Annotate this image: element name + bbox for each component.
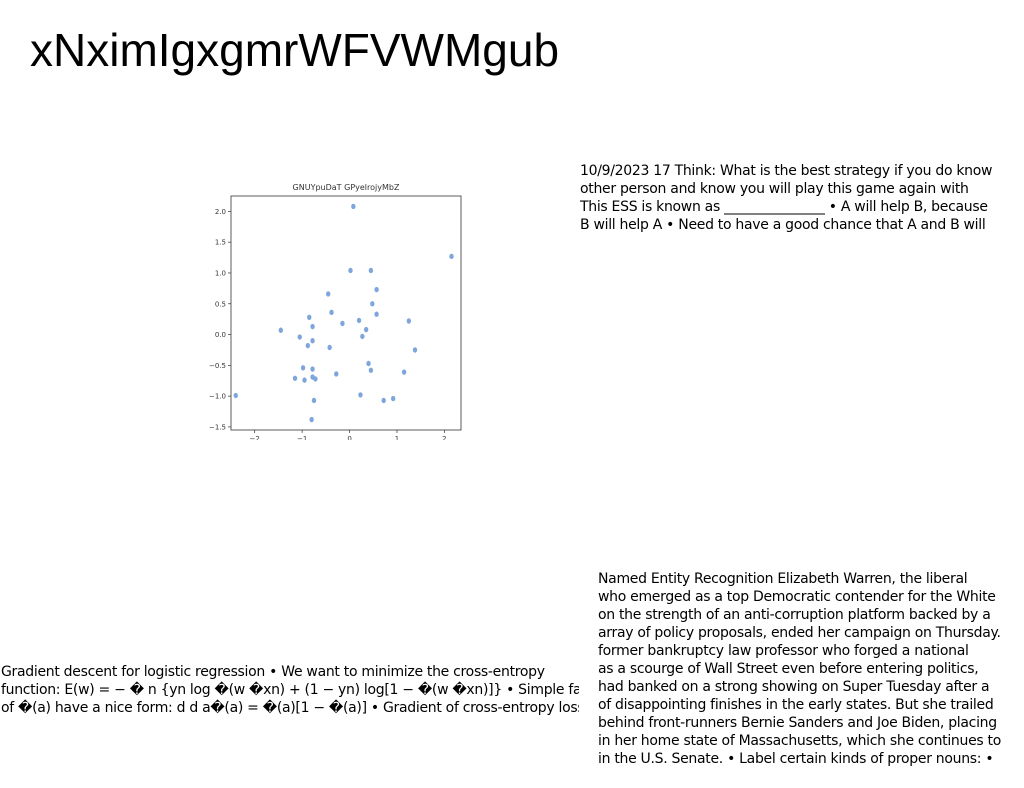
scatter-point (311, 397, 317, 404)
scatter-point (310, 366, 315, 372)
text-line: had banked on a strong showing on Super … (598, 679, 990, 695)
chart-canvas: GNUYpuDaT GPyelrojyMbZ −2 −1 0 1 2 −1.5 −1.0 −0.… (209, 183, 462, 440)
scatter-point (300, 365, 306, 371)
text-line: array of policy proposals, ended her cam… (598, 625, 1001, 641)
scatter-point (329, 309, 334, 316)
text-line: This ESS is known as _______________ • A… (580, 199, 988, 215)
scatter-point (363, 326, 369, 333)
x-tick-label: 0 (347, 435, 351, 440)
y-tick-label: 1.0 (215, 269, 226, 277)
scatter-point (310, 323, 315, 330)
scatter-point (309, 416, 314, 423)
text-line: who emerged as a top Democratic contende… (598, 589, 996, 605)
scatter-point (351, 203, 356, 210)
text-line: behind front-runners Bernie Sanders and … (598, 715, 997, 731)
scatter-point (310, 338, 315, 344)
scatter-point (412, 347, 418, 353)
scatter-point (326, 291, 331, 297)
scatter-point (292, 375, 298, 381)
scatter-point (356, 317, 362, 324)
scatter-point (390, 395, 396, 402)
scatter-point (370, 301, 375, 307)
text-block-logistic-regression: Gradient descent for logistic regression… (1, 663, 579, 717)
scatter-chart: GNUYpuDaT GPyelrojyMbZ −2 −1 0 1 2 −1.5 −1.0 −0.… (200, 176, 470, 440)
scatter-point (368, 367, 374, 373)
y-tick-label: 1.5 (215, 239, 226, 247)
scatter-point (305, 342, 311, 349)
scatter-point (302, 377, 307, 383)
scatter-point (297, 334, 302, 340)
text-line: as a scourge of Wall Street even before … (598, 661, 979, 677)
text-line: Named Entity Recognition Elizabeth Warre… (598, 571, 968, 587)
text-line: B will help A • Need to have a good chan… (580, 217, 986, 233)
scatter-point (374, 311, 379, 317)
scatter-point (327, 344, 332, 351)
text-block-game-theory: 10/9/2023 17 Think: What is the best str… (580, 162, 1024, 234)
scatter-point (307, 314, 312, 321)
text-line: of disappointing finishes in the early s… (598, 697, 994, 713)
text-line: in the U.S. Senate. • Label certain kind… (598, 751, 994, 767)
scatter-point (401, 369, 407, 375)
x-tick-label: 2 (442, 435, 446, 440)
x-tick-label: 1 (395, 435, 399, 440)
scatter-point (449, 253, 454, 260)
y-tick-label: −0.5 (209, 362, 226, 370)
scatter-point (406, 318, 412, 324)
scatter-point (278, 327, 283, 333)
text-line: in her home state of Massachusetts, whic… (598, 733, 1001, 749)
plot-frame (230, 195, 462, 431)
scatter-point (374, 286, 379, 293)
text-line: of �(a) have a nice form: d d a�(a) = �(… (1, 700, 579, 716)
scatter-point (334, 371, 339, 377)
y-tick-label: −1.5 (209, 423, 226, 431)
y-tick-label: −1.0 (209, 393, 226, 401)
scatter-point (340, 320, 345, 327)
text-line: on the strength of an anti-corruption pl… (598, 607, 991, 623)
scatter-point (313, 376, 318, 382)
scatter-point (368, 267, 374, 274)
text-line: former bankruptcy law professor who forg… (598, 643, 969, 659)
scatter-point (233, 392, 238, 399)
scatter-point (358, 392, 363, 398)
text-line: 10/9/2023 17 Think: What is the best str… (580, 163, 993, 179)
scatter-point (366, 360, 371, 367)
text-line: other person and know you will play this… (580, 181, 969, 197)
text-block-named-entity-recognition: Named Entity Recognition Elizabeth Warre… (598, 570, 1024, 768)
x-tick-label: −2 (250, 435, 260, 440)
y-tick-label: 0.0 (215, 331, 226, 339)
text-line: Gradient descent for logistic regression… (1, 664, 545, 680)
scatter-point (360, 333, 365, 340)
chart-title: GNUYpuDaT GPyelrojyMbZ (293, 183, 400, 192)
page-title: xNximIgxgmrWFVWMgub (30, 24, 560, 76)
y-tick-label: 0.5 (215, 300, 226, 308)
scatter-point (348, 267, 353, 274)
text-line: function: E(w) = − � n {yn log �(w �xn) … (1, 682, 579, 698)
scatter-point (381, 397, 386, 404)
y-tick-label: 2.0 (215, 208, 226, 216)
x-tick-label: −1 (297, 435, 307, 440)
